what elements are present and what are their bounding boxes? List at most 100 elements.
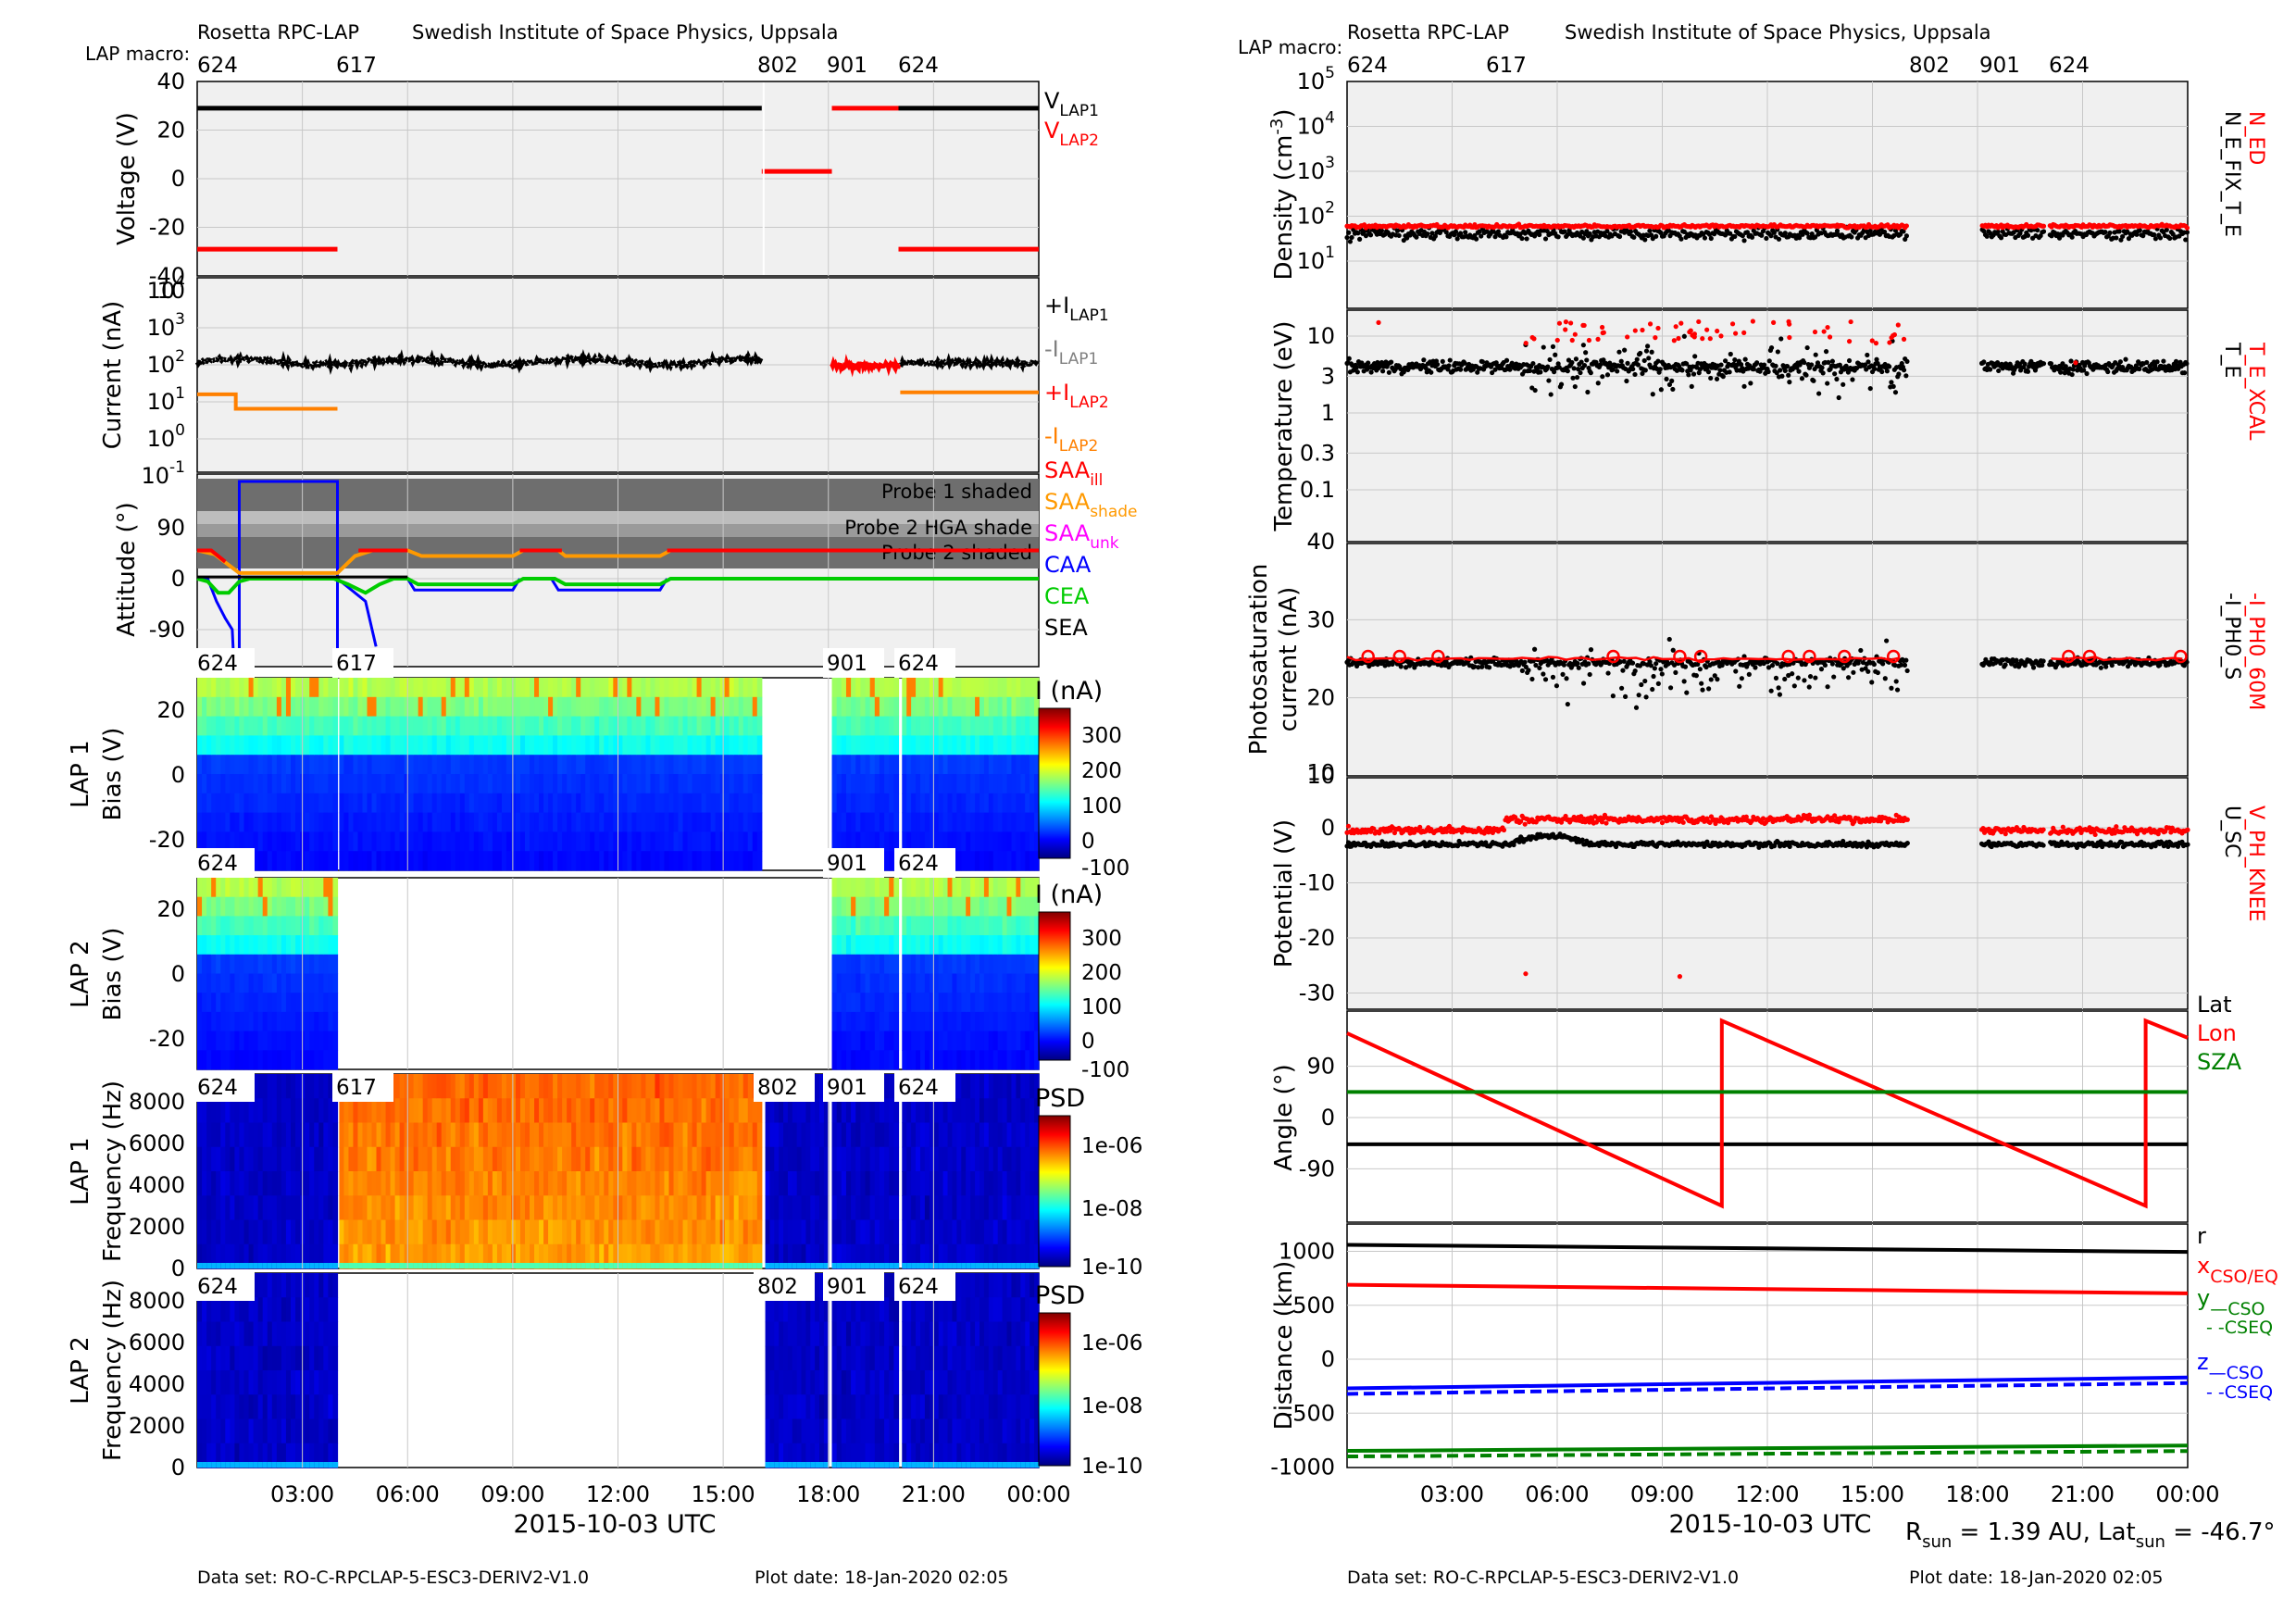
lap1-sweep-cell — [202, 755, 207, 775]
lap1-sweep-cell — [496, 851, 503, 871]
lap1-sweep-cell — [408, 812, 415, 832]
lap1-psd-cell — [678, 1122, 684, 1148]
lap1-psd-cell — [942, 1195, 949, 1221]
lap1-sweep-cell — [983, 851, 990, 871]
lap1-sweep-cell — [455, 678, 461, 698]
lap1-sweep-cell — [729, 696, 735, 718]
lap1-sweep-cell — [206, 735, 212, 756]
lap1-sweep-cell — [473, 696, 480, 718]
lap1-sweep-cell — [747, 696, 754, 718]
lap1-sweep-cell — [1025, 696, 1030, 718]
lap1-psd-cell — [645, 1074, 652, 1099]
lap1-sweep-cell — [571, 831, 577, 852]
lap1-psd-cell — [942, 1098, 949, 1124]
lap2-sweep-cell — [884, 935, 890, 956]
lap1-psd-cell — [450, 1219, 456, 1245]
lap1-psd-cell — [309, 1122, 315, 1148]
lap1-sweep-cell — [911, 831, 917, 852]
right-instrument: Rosetta RPC-LAP — [1347, 21, 1509, 44]
lap2-sweep-cell — [879, 1050, 885, 1070]
lap1-sweep-cell — [631, 678, 637, 698]
lap1-sweep-cell — [970, 774, 976, 794]
lap1-psd-cell — [645, 1171, 652, 1196]
lap1-psd-cell — [202, 1146, 207, 1172]
lap2-psd-cell — [860, 1321, 867, 1347]
lap2-psd-cell — [823, 1443, 830, 1468]
lap1-psd-cell — [367, 1195, 373, 1221]
lap2-psd-cell — [281, 1394, 287, 1420]
lap1-sweep-cell — [966, 735, 971, 756]
lap1-sweep-cell — [390, 774, 396, 794]
lap1-sweep-cell — [622, 755, 628, 775]
lap2-sweep-cell — [202, 1050, 207, 1070]
lap1-sweep-cell — [1011, 851, 1017, 871]
lap1-psd-cell — [710, 1098, 717, 1124]
lap2-psd-cell — [942, 1370, 949, 1395]
lap2-psd-cell — [924, 1321, 930, 1347]
lap1-psd-cell — [787, 1243, 793, 1269]
lap1-sweep-cell — [376, 696, 382, 718]
lap1-sweep-cell — [567, 793, 572, 814]
lap1-psd-cell — [687, 1074, 693, 1099]
lap1-sweep-cell — [492, 716, 498, 736]
lap1-psd-cell-low — [719, 1263, 726, 1268]
lap1-sweep-cell — [710, 735, 717, 756]
lap1-sweep-cell — [455, 793, 461, 814]
lap1-sweep-cell — [376, 831, 382, 852]
lap1-psd-cell — [869, 1219, 876, 1245]
lap1-psd-cell — [267, 1098, 273, 1124]
lap2-sweep-cell — [267, 896, 273, 917]
lap1-psd-cell — [515, 1122, 521, 1148]
lap1-sweep-cell — [543, 755, 549, 775]
lap2-psd-cell — [328, 1345, 334, 1371]
lap1-sweep-cell — [710, 831, 717, 852]
lap1-psd-cell — [678, 1074, 684, 1099]
lap2-sweep-cell — [961, 993, 967, 1013]
lap1-psd-cell — [348, 1098, 355, 1124]
lap1-sweep-cell — [988, 831, 994, 852]
lap1-sweep-cell — [952, 678, 957, 698]
lap1-psd-cell — [482, 1074, 489, 1099]
lap1-sweep-cell — [673, 696, 680, 718]
lap2-sweep-cell — [1006, 878, 1013, 898]
lap1-psd-cell-low — [756, 1263, 763, 1268]
lap1-psd-cell — [390, 1122, 396, 1148]
lap2-psd-cell — [792, 1370, 798, 1395]
lap1-psd-cell — [376, 1219, 382, 1245]
lap2-psd-cell — [801, 1394, 807, 1420]
lap1-psd-cell — [239, 1098, 245, 1124]
lap1-sweep-cell — [309, 774, 315, 794]
lap1-sweep-cell — [515, 851, 521, 871]
lap1-psd-cell — [1025, 1122, 1030, 1148]
lap2-psd-cell — [947, 1394, 954, 1420]
lap1-sweep-cell — [314, 755, 319, 775]
lap1-sweep-cell — [938, 678, 944, 698]
lap1-psd-cell — [262, 1219, 268, 1245]
lap1-sweep-cell — [933, 755, 940, 775]
lap1-psd-cell-low — [1034, 1263, 1040, 1268]
lap2-psd-cell-low — [841, 1462, 847, 1468]
right-macro-4: 624 — [2049, 54, 2090, 78]
lap1-sweep-ylabel: LAP 1 — [67, 740, 94, 807]
lap1-psd-cell-low — [510, 1263, 517, 1268]
lap1-psd-cell — [291, 1243, 296, 1269]
lap2-psd-cell — [783, 1370, 789, 1395]
lap1-psd-cell — [305, 1074, 310, 1099]
lap1-sweep-macro-3-bg — [894, 648, 955, 678]
lap1-sweep-cell — [613, 716, 618, 736]
lap1-sweep-cell — [961, 774, 967, 794]
lap1-psd-cell — [787, 1098, 793, 1124]
lap2-psd-cell — [779, 1394, 784, 1420]
lap1-sweep-cell — [956, 735, 962, 756]
lap1-sweep-cell — [1029, 716, 1035, 736]
lap1-psd-cell — [202, 1219, 207, 1245]
lap2-psd-cell — [988, 1345, 994, 1371]
lap1-sweep-cell — [1025, 831, 1030, 852]
lap1-sweep-cell — [733, 755, 740, 775]
lap2-sweep-cell — [257, 973, 264, 993]
lap1-psd-cell — [492, 1074, 498, 1099]
lap1-sweep-cell — [339, 851, 345, 871]
lap1-psd-cell — [576, 1195, 581, 1221]
lap2-sweep-cell — [845, 954, 852, 975]
lap1-psd-cell — [459, 1243, 466, 1269]
